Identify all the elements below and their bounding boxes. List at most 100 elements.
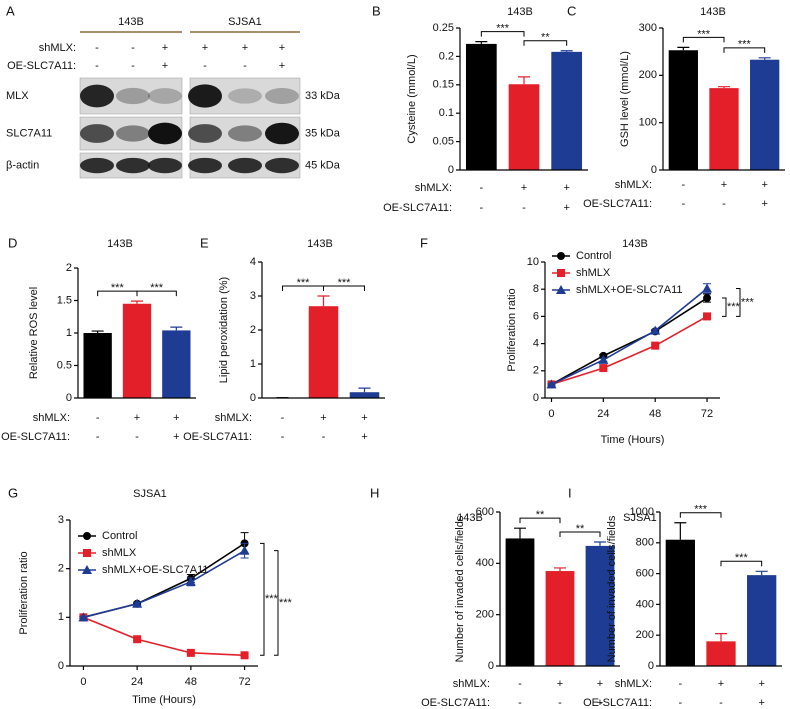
legend-marker bbox=[557, 252, 565, 260]
condition-mark: - bbox=[95, 60, 99, 72]
point bbox=[598, 354, 609, 364]
panel-letter: F bbox=[420, 235, 428, 250]
bar bbox=[747, 575, 777, 666]
blot-band bbox=[116, 157, 150, 174]
condition-mark: - bbox=[95, 42, 99, 54]
condition-mark: - bbox=[681, 198, 685, 210]
error-bar bbox=[317, 295, 330, 307]
condition-mark: + bbox=[563, 182, 569, 194]
y-tick-label: 2 bbox=[533, 365, 539, 377]
y-axis-title: Lipid peroxidation (%) bbox=[218, 277, 230, 383]
condition-mark: - bbox=[281, 431, 285, 443]
y-tick-label: 2 bbox=[58, 563, 64, 575]
bar bbox=[709, 88, 739, 170]
significance-label: *** bbox=[697, 28, 711, 40]
bar bbox=[162, 330, 191, 398]
y-tick-label: 0 bbox=[66, 392, 72, 404]
significance-label: *** bbox=[338, 277, 352, 289]
y-tick-label: 0 bbox=[58, 660, 64, 672]
blot-band bbox=[188, 124, 222, 143]
condition-mark: + bbox=[173, 431, 179, 443]
significance-label: *** bbox=[694, 504, 708, 516]
error-bar bbox=[554, 567, 566, 572]
y-tick-label: 1 bbox=[58, 611, 64, 623]
significance-bracket bbox=[274, 550, 279, 656]
error-bar bbox=[518, 76, 530, 85]
condition-mark: - bbox=[518, 697, 522, 709]
condition-mark: - bbox=[722, 198, 726, 210]
condition-label: OE-SLC7A11: bbox=[421, 697, 490, 709]
condition-label: shMLX: bbox=[33, 412, 70, 424]
cell-line-label: 143B bbox=[118, 16, 144, 28]
condition-mark: - bbox=[281, 412, 285, 424]
point bbox=[702, 283, 713, 293]
condition-mark: + bbox=[761, 179, 767, 191]
condition-mark: + bbox=[557, 678, 563, 690]
condition-mark: - bbox=[681, 179, 685, 191]
x-tick-label: 24 bbox=[597, 408, 609, 420]
x-axis-title: Time (Hours) bbox=[601, 434, 665, 446]
bar bbox=[668, 50, 698, 170]
y-tick-label: 0.1 bbox=[439, 107, 454, 119]
condition-label: shMLX: bbox=[615, 179, 652, 191]
x-tick-label: 24 bbox=[131, 676, 143, 688]
legend-marker bbox=[83, 532, 91, 540]
x-tick-label: 0 bbox=[80, 676, 86, 688]
y-tick-label: 400 bbox=[636, 598, 654, 610]
y-axis-title: Number of invaded cells/fields bbox=[606, 515, 618, 662]
y-tick-label: 0 bbox=[651, 164, 657, 176]
y-tick-label: 0 bbox=[250, 392, 256, 404]
y-tick-label: 200 bbox=[639, 69, 657, 81]
x-tick-label: 48 bbox=[185, 676, 197, 688]
error-bar bbox=[715, 633, 727, 642]
condition-mark: - bbox=[131, 42, 135, 54]
significance-bracket bbox=[260, 542, 265, 656]
significance-bracket bbox=[722, 297, 727, 317]
panel-letter: E bbox=[200, 235, 209, 250]
significance-label: *** bbox=[297, 277, 311, 289]
bar bbox=[465, 43, 497, 170]
y-tick-label: 400 bbox=[476, 557, 494, 569]
y-tick-label: 0.05 bbox=[433, 136, 454, 148]
legend-label: shMLX+OE-SLC7A11 bbox=[102, 564, 209, 576]
series-line bbox=[551, 297, 708, 386]
point bbox=[185, 576, 196, 586]
error-bar bbox=[475, 41, 488, 44]
point bbox=[240, 651, 249, 660]
y-axis-title: Relative ROS level bbox=[28, 287, 40, 379]
y-tick-label: 8 bbox=[533, 283, 539, 295]
error-bar bbox=[560, 50, 573, 52]
y-tick-label: 0.25 bbox=[433, 22, 454, 34]
bar bbox=[308, 306, 339, 398]
chart-title: 143B bbox=[107, 238, 133, 250]
condition-label: OE-SLC7A11: bbox=[383, 202, 452, 214]
band-size: 45 kDa bbox=[305, 159, 341, 171]
significance-label: *** bbox=[150, 282, 164, 294]
panel-letter: H bbox=[370, 485, 379, 500]
condition-mark: + bbox=[718, 678, 724, 690]
condition-mark: + bbox=[162, 60, 168, 72]
band-size: 33 kDa bbox=[305, 90, 341, 102]
point bbox=[78, 612, 89, 622]
y-tick-label: 1 bbox=[250, 358, 256, 370]
blot-band bbox=[80, 157, 114, 174]
blot-band bbox=[148, 88, 182, 104]
bar bbox=[122, 303, 152, 398]
condition-mark: + bbox=[361, 431, 367, 443]
condition-mark: + bbox=[758, 697, 764, 709]
condition-mark: - bbox=[96, 431, 100, 443]
condition-mark: - bbox=[678, 697, 682, 709]
y-axis-title: Cysteine (mmol/L) bbox=[406, 54, 418, 143]
condition-mark: + bbox=[173, 412, 179, 424]
significance-bracket bbox=[523, 40, 568, 46]
y-tick-label: 0.5 bbox=[57, 359, 72, 371]
point bbox=[132, 598, 143, 608]
point bbox=[133, 635, 142, 644]
chart-title: 143B bbox=[700, 6, 726, 18]
x-tick-label: 48 bbox=[649, 408, 661, 420]
series-line bbox=[551, 287, 708, 386]
y-tick-label: 3 bbox=[250, 290, 256, 302]
y-tick-label: 0 bbox=[533, 392, 539, 404]
y-tick-label: 2 bbox=[250, 324, 256, 336]
